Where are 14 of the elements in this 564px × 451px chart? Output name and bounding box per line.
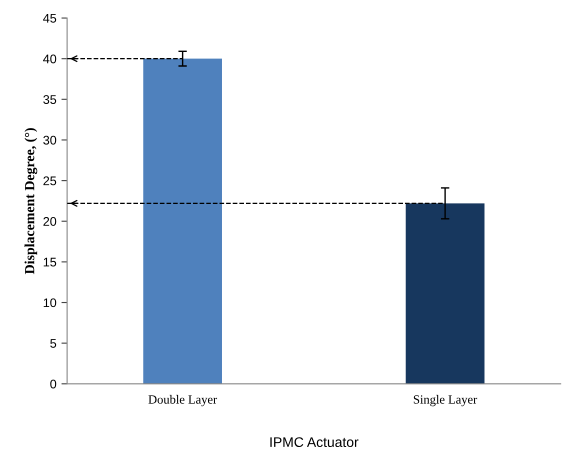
y-tick-label: 45 [43,14,56,23]
y-tick-label: 0 [50,380,56,388]
y-axis-title: Displacement Degree, (°) [24,128,38,274]
y-tick-label: 25 [43,176,56,186]
y-tick-label: 20 [43,217,56,226]
y-tick-label: 35 [43,95,56,104]
y-tick-label: 15 [44,258,56,267]
x-tick-label: Single Layer [414,394,478,406]
y-tick-label: 40 [43,54,56,64]
y-tick-label: 5 [50,339,56,348]
y-tick-label: 10 [44,298,56,308]
x-axis-title: IPMC Actuator [270,437,358,448]
y-tick-label: 30 [43,136,56,145]
x-tick-label: Double Layer [148,394,218,406]
